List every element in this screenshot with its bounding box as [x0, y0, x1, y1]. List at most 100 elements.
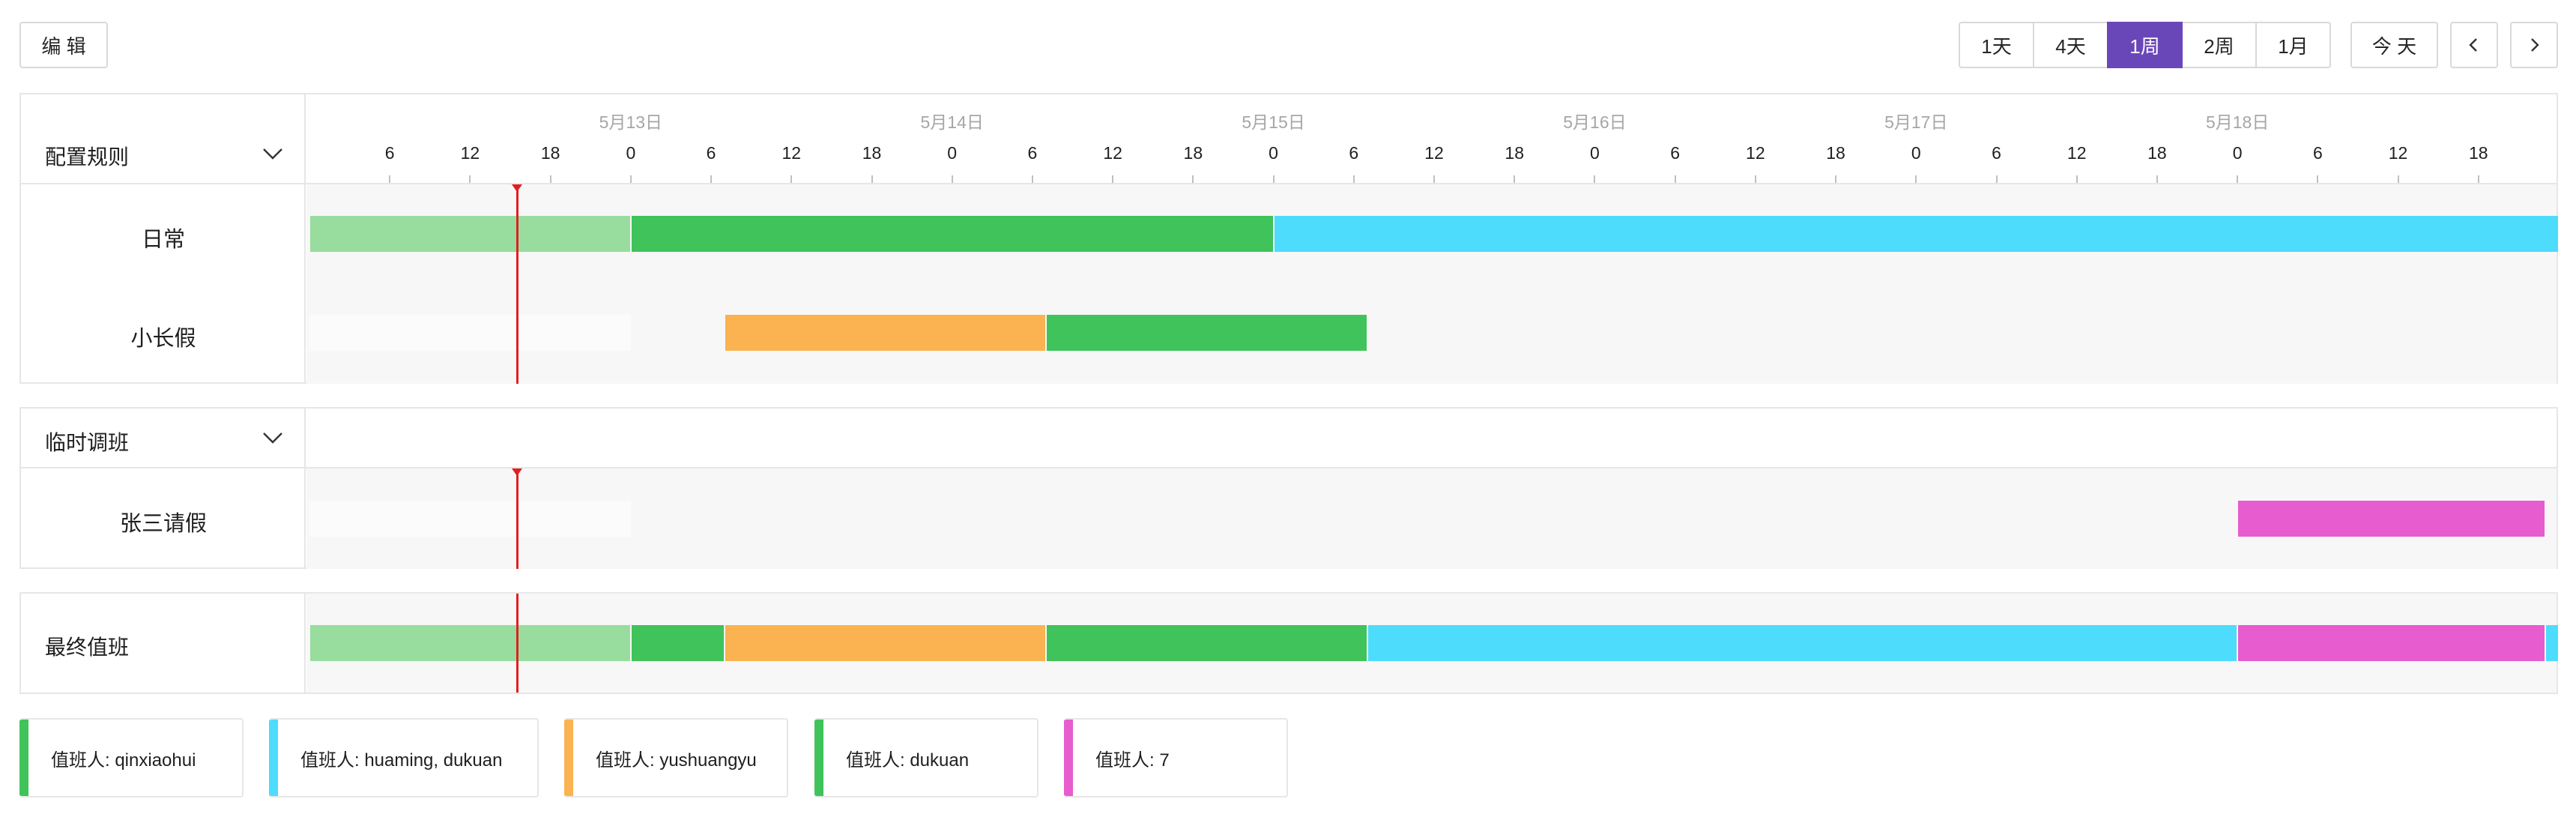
legend-swatch	[814, 720, 823, 796]
shift-bar	[1046, 625, 1367, 661]
hour-tick	[1995, 175, 1998, 183]
date-label: 5月18日	[2205, 112, 2270, 132]
hour-label: 6	[1992, 143, 2001, 163]
hour-label: 12	[1424, 143, 1444, 163]
chevron-right-icon	[2531, 38, 2539, 52]
current-time-line	[515, 594, 518, 693]
shift-bar	[631, 216, 1273, 252]
hour-tick	[469, 175, 471, 183]
rule-row-label: 日常	[141, 228, 185, 252]
hour-tick	[710, 175, 713, 183]
chevron-down-icon[interactable]	[262, 431, 283, 444]
shift-bar	[1367, 625, 2237, 661]
hour-label: 0	[2232, 143, 2243, 163]
hour-label: 6	[1349, 143, 1359, 163]
range-selector: 1天 4天 1周 2周 1月	[1959, 22, 2331, 68]
chevron-left-icon	[2469, 38, 2477, 52]
shift-bar	[2546, 625, 2558, 661]
hour-label: 18	[2147, 143, 2167, 163]
hour-tick	[1352, 175, 1355, 183]
hour-label: 0	[1269, 143, 1278, 163]
inactive-bar	[309, 501, 631, 537]
hour-label: 12	[1746, 143, 1765, 163]
prev-button[interactable]	[2450, 22, 2498, 68]
hour-tick	[2317, 175, 2319, 183]
shift-bar	[725, 625, 1045, 661]
shift-bar	[310, 625, 630, 661]
range-1day-button[interactable]: 1天	[1959, 22, 2034, 68]
hour-tick	[951, 175, 953, 183]
hour-tick	[871, 175, 873, 183]
hour-label: 12	[2066, 143, 2087, 163]
temp-row-label: 张三请假	[119, 512, 207, 536]
hour-tick	[389, 175, 391, 183]
legend-label: 值班人: 7	[1095, 750, 1170, 771]
shift-bar	[631, 625, 724, 661]
header-divider	[21, 467, 2557, 468]
shift-bar	[310, 216, 630, 252]
final-title: 最终值班	[45, 636, 130, 659]
chevron-down-icon[interactable]	[262, 147, 283, 160]
hour-tick	[1915, 175, 1917, 183]
range-4day-button[interactable]: 4天	[2033, 22, 2108, 68]
temp-rows-background	[306, 468, 2557, 569]
hour-tick	[2397, 175, 2399, 183]
hour-label: 6	[2312, 143, 2323, 163]
shift-bar	[2238, 501, 2545, 537]
legend-item: 值班人: dukuan	[814, 718, 1038, 798]
legend-swatch	[19, 720, 28, 796]
legend-item: 值班人: huaming, dukuan	[269, 718, 539, 798]
inactive-bar	[309, 315, 631, 351]
hour-label: 6	[1027, 143, 1038, 163]
next-button[interactable]	[2510, 22, 2558, 68]
hour-label: 12	[2388, 143, 2408, 163]
rules-panel: 配置规则 日常 小长假 5月13日 5月14日 5月15日 5月16日 5月17日 5月1…	[19, 93, 2558, 384]
hour-label: 18	[2468, 143, 2488, 163]
range-2week-button[interactable]: 2周	[2181, 22, 2257, 68]
hour-tick	[2237, 175, 2239, 183]
hour-label: 0	[947, 143, 958, 163]
rules-rows-background	[306, 184, 2557, 384]
rules-title: 配置规则	[45, 145, 130, 169]
hour-tick	[2477, 175, 2479, 183]
hour-tick	[629, 175, 632, 183]
date-label: 5月14日	[920, 112, 984, 132]
hour-tick	[1272, 175, 1275, 183]
rules-sidebar: 配置规则 日常 小长假	[21, 94, 306, 382]
hour-tick	[1674, 175, 1676, 183]
hour-label: 12	[1103, 143, 1122, 163]
hour-label: 0	[1911, 143, 1921, 163]
final-sidebar: 最终值班	[21, 594, 306, 693]
hour-tick	[1514, 175, 1516, 183]
current-time-marker	[511, 468, 522, 476]
shift-bar	[725, 315, 1045, 351]
legend-item: 值班人: qinxiaohui	[19, 718, 244, 798]
range-1month-button[interactable]: 1月	[2255, 22, 2331, 68]
shift-bar	[1046, 315, 1367, 351]
date-label: 5月17日	[1884, 112, 1948, 132]
legend-label: 值班人: huaming, dukuan	[300, 750, 503, 771]
hour-tick	[1594, 175, 1596, 183]
date-label: 5月16日	[1563, 112, 1627, 132]
hour-tick	[549, 175, 551, 183]
hour-tick	[1031, 175, 1033, 183]
final-panel: 最终值班	[19, 592, 2558, 694]
range-1week-button[interactable]: 1周	[2107, 22, 2183, 68]
legend-label: 值班人: yushuangyu	[596, 750, 757, 771]
legend-swatch	[269, 720, 278, 796]
legend-swatch	[1064, 720, 1073, 796]
date-label: 5月13日	[599, 112, 663, 132]
edit-button[interactable]: 编 辑	[19, 22, 108, 68]
today-button[interactable]: 今 天	[2350, 22, 2438, 68]
hour-tick	[790, 175, 793, 183]
date-label: 5月15日	[1242, 112, 1305, 132]
hour-label: 12	[460, 143, 480, 163]
hour-label: 18	[1826, 143, 1845, 163]
hour-label: 6	[706, 143, 716, 163]
hour-label: 18	[1505, 143, 1524, 163]
header-divider	[21, 183, 2557, 184]
temp-title: 临时调班	[45, 431, 130, 454]
hour-tick	[1754, 175, 1756, 183]
temp-sidebar: 临时调班 张三请假	[21, 408, 306, 567]
hour-label: 12	[781, 143, 802, 163]
